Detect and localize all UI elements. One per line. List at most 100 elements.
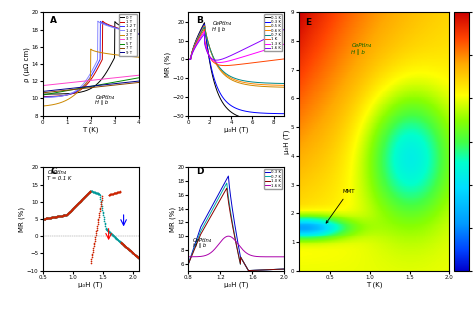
1.4 T xyxy=(127,30,133,34)
Legend: 0.1 K, 0.3 K, 0.5 K, 0.6 K, 0.7 K, 1 K, 1.3 K, 1.6 K: 0.1 K, 0.3 K, 0.5 K, 0.6 K, 0.7 K, 1 K, … xyxy=(264,14,283,51)
5 T xyxy=(121,79,127,82)
Line: 0.3 K: 0.3 K xyxy=(189,176,284,271)
0.3 K xyxy=(186,262,191,266)
Line: 1.4 T: 1.4 T xyxy=(43,21,138,98)
0.3 K xyxy=(231,105,237,109)
1.6 K xyxy=(238,49,244,53)
0.7 K xyxy=(224,182,229,185)
5 T xyxy=(99,83,104,86)
0.5 K xyxy=(238,81,244,85)
1 T xyxy=(97,63,102,67)
1.0 K xyxy=(246,269,251,272)
1.2 T xyxy=(40,95,46,99)
9 T xyxy=(127,80,132,84)
3 T xyxy=(97,78,102,81)
0.7 K xyxy=(264,81,270,85)
1.2 T xyxy=(97,58,102,62)
Line: 1.6 K: 1.6 K xyxy=(189,29,284,60)
1.4 T xyxy=(97,21,103,25)
0.7 K xyxy=(186,262,191,266)
1.6 K xyxy=(243,47,248,50)
Line: 7 T: 7 T xyxy=(43,82,138,93)
1.0 K xyxy=(186,262,191,266)
0 T xyxy=(97,80,102,84)
0.3 K xyxy=(186,58,191,61)
3 T xyxy=(40,84,46,87)
0.7 K xyxy=(231,76,237,80)
7 T xyxy=(97,85,102,89)
2 T xyxy=(97,50,102,54)
0.7 K xyxy=(217,194,223,198)
1.2 T xyxy=(98,20,103,23)
3 T xyxy=(97,77,102,81)
Line: 3 T: 3 T xyxy=(43,75,138,86)
0 T xyxy=(121,26,127,30)
1.3 K xyxy=(282,42,287,46)
9 T xyxy=(97,83,102,87)
0 T xyxy=(99,78,104,81)
Text: CePtIn₄
T = 0.1 K: CePtIn₄ T = 0.1 K xyxy=(47,170,72,181)
Line: 5 T: 5 T xyxy=(43,78,138,95)
X-axis label: μ₀H (T): μ₀H (T) xyxy=(224,281,249,288)
Text: CePtIn₄
H ∥ b: CePtIn₄ H ∥ b xyxy=(95,95,114,105)
1 K xyxy=(280,57,285,61)
0.6 K xyxy=(282,83,287,87)
1.4 T xyxy=(99,22,105,26)
0.5 K xyxy=(201,24,207,27)
Line: 0.1 K: 0.1 K xyxy=(189,23,284,121)
1.0 K xyxy=(282,267,287,271)
1 T xyxy=(127,30,133,34)
Text: CePtIn₄
H ∥ b: CePtIn₄ H ∥ b xyxy=(193,238,212,248)
5 T xyxy=(40,93,46,97)
3 T xyxy=(136,73,141,77)
0.3 K xyxy=(282,112,287,116)
1.3 K xyxy=(280,43,285,47)
1.4 T xyxy=(97,21,102,25)
0.5 K xyxy=(186,58,191,61)
1.2 T xyxy=(99,21,105,24)
1.0 K xyxy=(256,268,262,272)
1.3 K xyxy=(217,61,222,64)
Line: 0.3 K: 0.3 K xyxy=(189,24,284,114)
1.4 T xyxy=(95,19,100,23)
1 K xyxy=(222,64,228,67)
0.7 K xyxy=(246,269,251,272)
0.1 K xyxy=(282,119,287,123)
7 T xyxy=(136,81,141,84)
0 T xyxy=(112,20,118,23)
7 T xyxy=(99,85,104,88)
2 T xyxy=(88,47,94,51)
Line: 0.7 K: 0.7 K xyxy=(189,27,284,83)
7 T xyxy=(127,81,132,85)
9 T xyxy=(40,90,46,93)
0.7 K xyxy=(224,181,229,185)
1.2 T xyxy=(136,32,141,36)
0 T xyxy=(97,80,102,83)
1.2 T xyxy=(127,30,133,34)
0.6 K xyxy=(201,25,207,28)
Line: 1.0 K: 1.0 K xyxy=(189,188,284,271)
0.1 K xyxy=(243,117,248,120)
0.3 K xyxy=(243,109,248,113)
1.6 K xyxy=(255,255,261,258)
1 K xyxy=(232,63,238,67)
Y-axis label: MR (%): MR (%) xyxy=(169,207,176,231)
0.5 K xyxy=(231,79,237,83)
2 T xyxy=(40,104,46,108)
1.0 K xyxy=(217,199,223,202)
0.1 K xyxy=(264,119,270,123)
2 T xyxy=(99,51,105,54)
1.0 K xyxy=(197,234,203,238)
Line: 1 T: 1 T xyxy=(43,21,138,97)
0.3 K xyxy=(224,178,229,181)
1.0 K xyxy=(224,186,229,190)
0 T xyxy=(127,29,133,32)
0.5 K xyxy=(243,83,248,86)
1.6 K xyxy=(232,52,237,56)
7 T xyxy=(40,91,46,95)
Text: B: B xyxy=(196,16,203,25)
0.1 K xyxy=(186,58,191,61)
Text: C: C xyxy=(50,167,57,176)
7 T xyxy=(121,82,127,86)
5 T xyxy=(136,76,141,80)
